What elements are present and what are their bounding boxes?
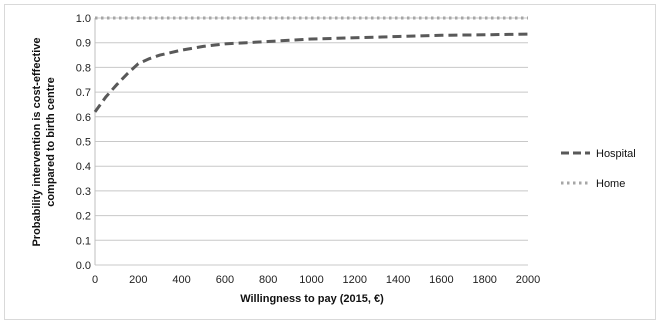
y-tick-label: 0.4 bbox=[76, 161, 91, 173]
x-tick-label: 200 bbox=[129, 274, 147, 286]
x-tick-label: 1800 bbox=[472, 274, 496, 286]
x-tick-label: 600 bbox=[216, 274, 234, 286]
x-tick-label: 1200 bbox=[343, 274, 367, 286]
y-tick-label: 0.2 bbox=[76, 211, 91, 223]
y-axis-title-line-2: compared to birth centre bbox=[45, 77, 57, 207]
x-tick-labels: 0 200 400 600 800 1000 1200 1400 1600 1800 2000 bbox=[92, 274, 540, 286]
gridlines bbox=[94, 17, 528, 266]
legend-label-hospital: Hospital bbox=[596, 148, 636, 160]
x-tick-label: 1000 bbox=[299, 274, 323, 286]
y-tick-label: 0.3 bbox=[76, 186, 91, 198]
y-tick-label: 0.9 bbox=[76, 38, 91, 50]
series-line-hospital bbox=[93, 32, 529, 113]
y-tick-labels: 0.0 0.1 0.2 0.3 0.4 0.5 0.6 0.7 0.8 0.9 1.0 bbox=[76, 13, 91, 272]
y-tick-label: 0.8 bbox=[76, 62, 91, 74]
x-tick-label: 0 bbox=[92, 274, 98, 286]
x-tick-label: 400 bbox=[172, 274, 190, 286]
chart-frame bbox=[4, 4, 656, 320]
series-lines bbox=[93, 16, 529, 113]
y-tick-label: 0.6 bbox=[76, 112, 91, 124]
y-tick-label: 0.0 bbox=[76, 260, 91, 272]
x-tick-label: 2000 bbox=[516, 274, 540, 286]
y-tick-label: 0.5 bbox=[76, 137, 91, 149]
x-tick-label: 1600 bbox=[429, 274, 453, 286]
legend: Hospital Home bbox=[561, 148, 636, 190]
x-axis-title: Willingness to pay (2015, €) bbox=[240, 293, 384, 305]
y-tick-label: 0.7 bbox=[76, 87, 91, 99]
x-tick-label: 800 bbox=[259, 274, 277, 286]
y-tick-label: 1.0 bbox=[76, 13, 91, 25]
legend-label-home: Home bbox=[596, 178, 625, 190]
x-tick-label: 1400 bbox=[386, 274, 410, 286]
y-axis-title-line-1: Probability intervention is cost-effecti… bbox=[31, 37, 43, 246]
y-tick-label: 0.1 bbox=[76, 235, 91, 247]
